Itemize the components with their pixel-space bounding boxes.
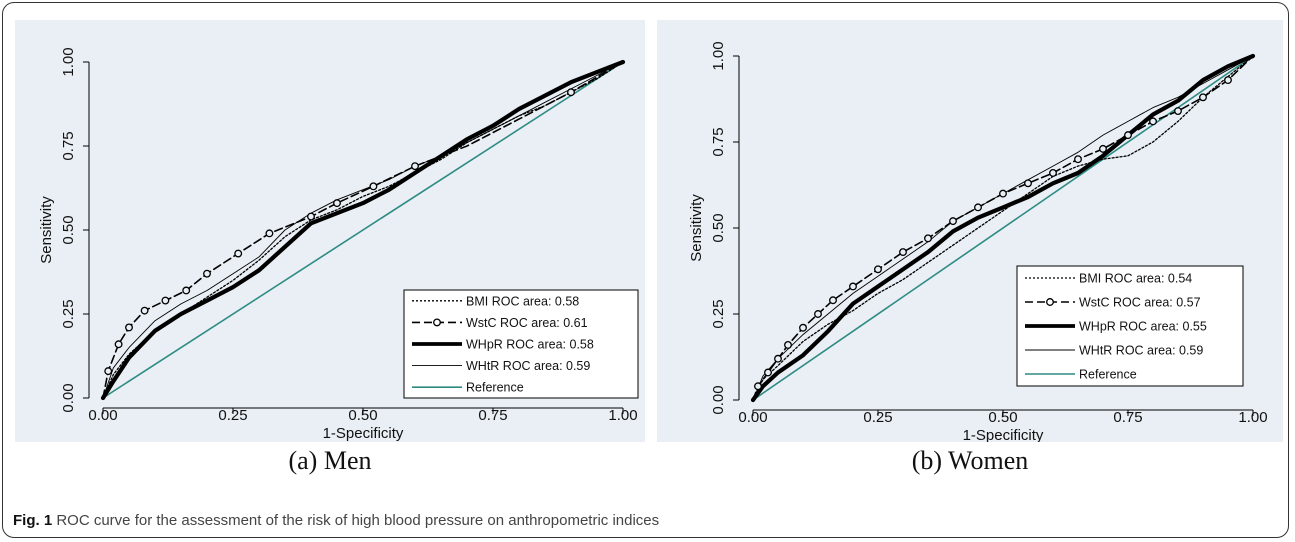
series-marker bbox=[799, 323, 807, 332]
series-marker bbox=[764, 368, 772, 377]
series-marker bbox=[949, 217, 957, 226]
legend: BMI ROC area: 0.54 WstC ROC area: 0.57 WHp… bbox=[1016, 265, 1244, 387]
y-tick-label: 0.25 bbox=[710, 299, 727, 328]
legend-marker bbox=[433, 318, 441, 327]
series-marker bbox=[369, 182, 378, 191]
x-tick-label: 1.00 bbox=[1238, 409, 1267, 426]
series-marker bbox=[774, 354, 782, 363]
x-tick-label: 0.25 bbox=[218, 407, 247, 424]
legend-label: Reference bbox=[466, 381, 524, 395]
y-tick-label: 0.25 bbox=[60, 299, 77, 328]
chart-panel-women: 0.00 0.25 0.50 0.75 1.00 0.00 0.25 0.50 0.75 1.00… bbox=[657, 20, 1283, 442]
y-tick-label: 0.50 bbox=[710, 213, 727, 242]
legend-label: WstC ROC area: 0.61 bbox=[466, 316, 588, 330]
chart-panel-men: 0.00 0.25 0.50 0.75 1.00 0.00 0.25 0.50 0.75 1.00… bbox=[15, 20, 645, 442]
legend-label: Reference bbox=[1079, 368, 1137, 382]
figure-label: Fig. 1 bbox=[13, 512, 53, 529]
x-tick-label: 0.25 bbox=[863, 409, 892, 426]
series-marker bbox=[1149, 117, 1157, 126]
x-tick-label: 0.50 bbox=[988, 409, 1017, 426]
series-marker bbox=[104, 367, 113, 376]
y-tick-label: 0.00 bbox=[60, 383, 77, 412]
series-marker bbox=[829, 296, 837, 305]
series-line-reference bbox=[102, 61, 624, 399]
series-marker bbox=[1124, 131, 1132, 140]
x-tick-label: 0.75 bbox=[478, 407, 507, 424]
series-marker bbox=[899, 248, 907, 257]
subcaption-women: (b) Women bbox=[911, 446, 1029, 475]
series-marker bbox=[333, 199, 341, 208]
series-marker bbox=[1174, 107, 1182, 115]
series-marker bbox=[1049, 169, 1057, 177]
series-marker bbox=[234, 249, 243, 258]
legend-label: BMI ROC area: 0.58 bbox=[466, 294, 579, 308]
legend-label: WHtR ROC area: 0.59 bbox=[1079, 344, 1203, 358]
x-tick-label: 1.00 bbox=[608, 407, 637, 424]
y-tick-label: 0.00 bbox=[710, 385, 727, 414]
y-axis-title: Sensitivity bbox=[38, 196, 55, 264]
y-tick-label: 0.50 bbox=[60, 215, 77, 244]
series-marker bbox=[114, 340, 123, 349]
x-tick-label: 0.00 bbox=[738, 409, 767, 426]
series-line-dotted bbox=[752, 55, 1254, 401]
y-tick-label: 1.00 bbox=[60, 47, 77, 76]
series-line-reference bbox=[752, 55, 1254, 401]
legend-label: WstC ROC area: 0.57 bbox=[1079, 296, 1201, 310]
series-marker bbox=[874, 265, 882, 274]
series-marker bbox=[161, 296, 170, 305]
series-marker bbox=[265, 229, 274, 238]
series-marker bbox=[1099, 144, 1107, 153]
series-line-thick bbox=[750, 53, 1256, 403]
y-tick-label: 0.75 bbox=[710, 127, 727, 156]
series-marker bbox=[1074, 155, 1082, 164]
series-marker bbox=[140, 306, 149, 315]
series-marker bbox=[974, 203, 982, 212]
legend-label: WHtR ROC area: 0.59 bbox=[466, 359, 590, 373]
series-marker bbox=[924, 234, 932, 243]
series-marker bbox=[307, 212, 315, 221]
roc-chart-men: 0.00 0.25 0.50 0.75 1.00 0.00 0.25 0.50 0.75 1.00… bbox=[38, 47, 639, 442]
y-tick-label: 1.00 bbox=[710, 41, 727, 70]
series-marker bbox=[1024, 179, 1032, 188]
legend-label: WHpR ROC area: 0.55 bbox=[1079, 320, 1207, 334]
x-tick-label: 0.50 bbox=[348, 407, 377, 424]
x-axis-title: 1-Specificity bbox=[323, 425, 404, 442]
series-marker bbox=[182, 286, 191, 295]
series-marker bbox=[1224, 76, 1232, 85]
x-tick-label: 0.00 bbox=[88, 407, 117, 424]
series-marker bbox=[411, 162, 419, 171]
x-tick-label: 0.75 bbox=[1113, 409, 1142, 426]
series-marker bbox=[999, 189, 1007, 198]
figure-caption: Fig. 1 ROC curve for the assessment of t… bbox=[13, 512, 659, 529]
y-tick-label: 0.75 bbox=[60, 131, 77, 160]
legend-label: BMI ROC area: 0.54 bbox=[1079, 272, 1192, 286]
series-marker bbox=[125, 323, 133, 332]
series-marker bbox=[784, 341, 792, 349]
legend-label: WHpR ROC area: 0.58 bbox=[466, 338, 594, 352]
series-marker bbox=[849, 282, 857, 291]
legend-marker bbox=[1046, 298, 1054, 306]
series-line-thick bbox=[100, 59, 626, 401]
series-marker bbox=[203, 269, 211, 278]
figure-caption-text: ROC curve for the assessment of the risk… bbox=[56, 512, 660, 529]
series-marker bbox=[814, 310, 822, 318]
series-line-thin bbox=[102, 61, 624, 399]
x-axis-title: 1-Specificity bbox=[963, 427, 1044, 442]
roc-chart-women: 0.00 0.25 0.50 0.75 1.00 0.00 0.25 0.50 0.75 1.00… bbox=[688, 41, 1268, 442]
legend: BMI ROC area: 0.58 WstC ROC area: 0.61 WHp… bbox=[403, 289, 639, 399]
series-marker bbox=[567, 88, 575, 97]
series-marker bbox=[754, 382, 762, 391]
series-marker bbox=[1199, 93, 1207, 102]
y-axis-title: Sensitivity bbox=[688, 194, 705, 262]
subcaption-men: (a) Men bbox=[288, 446, 372, 475]
